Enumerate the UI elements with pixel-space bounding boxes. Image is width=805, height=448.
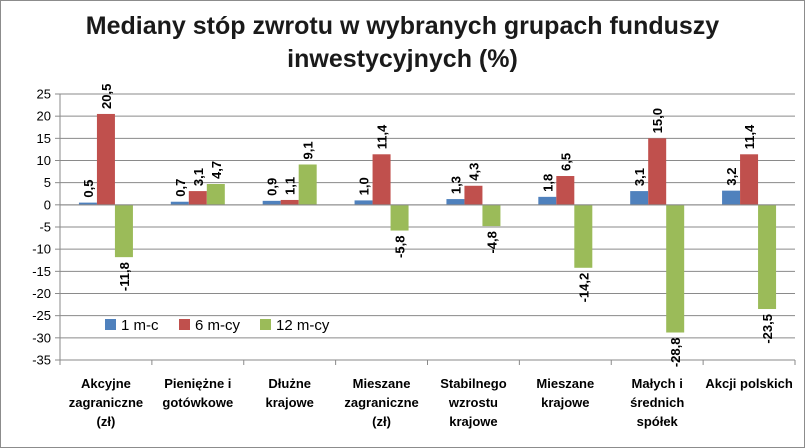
y-tick-label: 5 xyxy=(44,175,51,190)
bar xyxy=(740,154,759,205)
bar xyxy=(78,202,97,205)
legend-swatch xyxy=(179,319,190,330)
y-tick-label: 15 xyxy=(37,131,51,146)
data-label: 20,5 xyxy=(99,84,114,109)
data-label: -28,8 xyxy=(668,338,683,368)
data-label: 11,4 xyxy=(742,124,757,149)
data-label: 1,0 xyxy=(357,177,372,195)
bar xyxy=(114,204,133,258)
data-label: 6,5 xyxy=(558,153,573,171)
bar xyxy=(372,154,391,205)
bar xyxy=(280,199,299,205)
data-label: -23,5 xyxy=(760,314,775,344)
category-label: Akcyjne zagraniczne (zł) xyxy=(69,376,143,429)
legend-swatch xyxy=(105,319,116,330)
bar xyxy=(556,176,575,205)
chart-title-line-2: inwestycyjnych (%) xyxy=(287,45,518,73)
category-label: Mieszane krajowe xyxy=(536,376,594,410)
data-label: 4,3 xyxy=(466,163,481,181)
bar xyxy=(722,190,741,205)
bar xyxy=(206,183,225,205)
chart-title-line-1: Mediany stóp zwrotu w wybranych grupach … xyxy=(85,12,720,40)
data-label: 0,9 xyxy=(265,178,280,196)
legend-label: 1 m-c xyxy=(121,317,159,334)
data-label: 0,5 xyxy=(81,180,96,198)
legend-swatch xyxy=(260,319,271,330)
bar xyxy=(648,138,667,205)
y-tick-label: -25 xyxy=(32,308,51,323)
y-tick-label: -30 xyxy=(32,330,51,345)
data-label: 11,4 xyxy=(375,124,390,149)
y-tick-label: -35 xyxy=(32,353,51,368)
bar xyxy=(630,191,649,205)
bar xyxy=(574,204,593,268)
category-label: Stabilnego wzrostu krajowe xyxy=(440,376,507,429)
bar xyxy=(390,204,409,231)
bar xyxy=(758,204,777,310)
bar xyxy=(538,196,557,205)
bar xyxy=(96,113,115,205)
y-tick-label: 20 xyxy=(37,109,51,124)
y-tick-label: -10 xyxy=(32,242,51,257)
bar xyxy=(666,204,685,333)
y-tick-label: -20 xyxy=(32,286,51,301)
data-label: -5,8 xyxy=(393,236,408,258)
data-label: 0,7 xyxy=(173,179,188,197)
category-label: Pieniężne i gotówkowe xyxy=(162,376,233,410)
bar xyxy=(446,199,465,205)
data-label: 3,2 xyxy=(724,168,739,186)
data-label: 4,7 xyxy=(209,161,224,179)
bar xyxy=(262,200,281,205)
bar xyxy=(482,204,501,227)
data-label: 1,1 xyxy=(283,177,298,195)
data-label: 3,1 xyxy=(191,168,206,186)
data-label: 9,1 xyxy=(301,141,316,159)
bar xyxy=(298,164,317,205)
data-label: 3,1 xyxy=(632,168,647,186)
data-label: -4,8 xyxy=(484,231,499,253)
data-label: 1,8 xyxy=(540,174,555,192)
y-tick-label: 0 xyxy=(44,197,51,212)
data-label: -14,2 xyxy=(576,273,591,303)
chart-title: Mediany stóp zwrotu w wybranych grupach … xyxy=(0,10,805,76)
bar xyxy=(188,191,207,205)
y-tick-label: -5 xyxy=(39,220,51,235)
y-tick-label: 10 xyxy=(37,153,51,168)
legend-label: 12 m-cy xyxy=(276,317,330,334)
bar xyxy=(354,200,373,205)
legend-label: 6 m-cy xyxy=(195,317,241,334)
data-label: -11,8 xyxy=(117,262,132,291)
data-label: 1,3 xyxy=(448,176,463,194)
data-label: 15,0 xyxy=(650,108,665,133)
y-tick-label: -15 xyxy=(32,264,51,279)
category-label: Akcji polskich xyxy=(705,376,792,391)
category-label: Mieszane zagraniczne (zł) xyxy=(344,376,418,429)
category-label: Dłużne krajowe xyxy=(265,376,313,410)
y-tick-label: 25 xyxy=(37,87,51,102)
bar xyxy=(464,185,483,205)
bar xyxy=(170,201,189,205)
category-label: Małych i średnich spółek xyxy=(630,376,684,429)
